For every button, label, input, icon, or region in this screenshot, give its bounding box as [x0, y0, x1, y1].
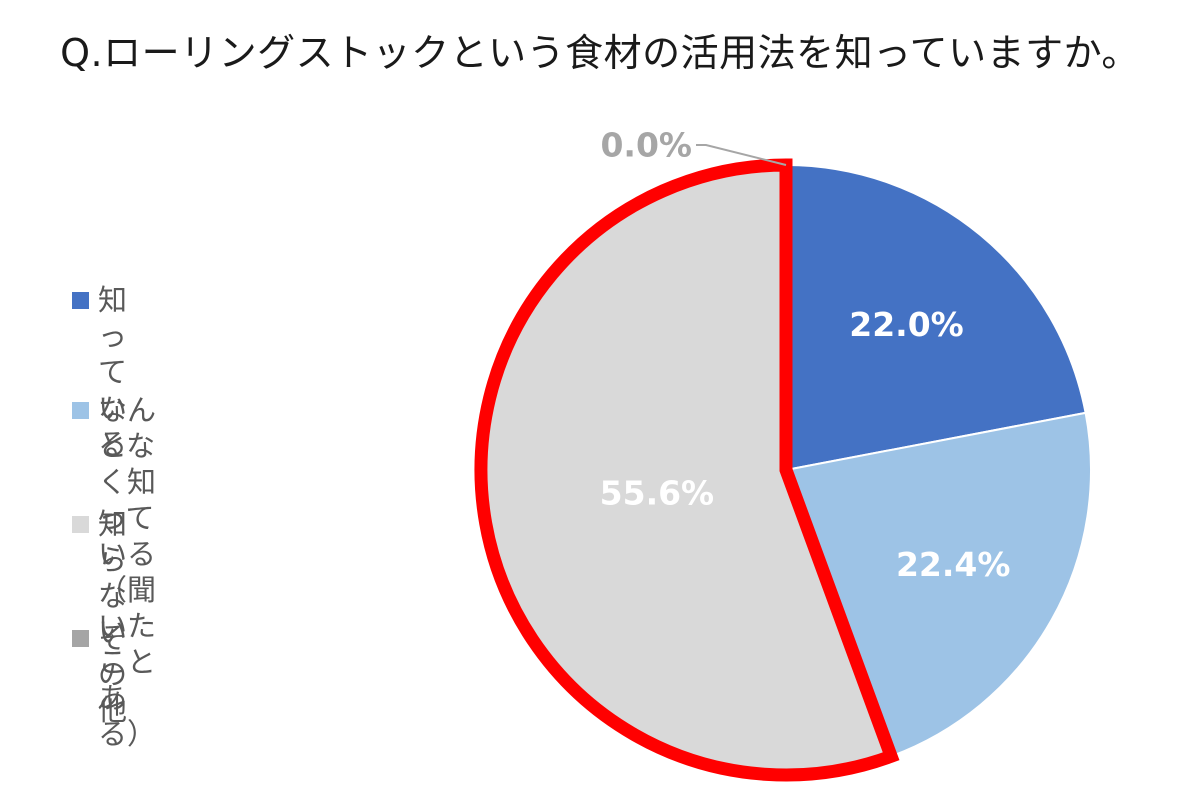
- legend-swatch: [72, 516, 89, 533]
- chart-title: Q.ローリングストックという食材の活用法を知っていますか。: [60, 31, 1140, 75]
- data-label-1: 22.0%: [849, 305, 964, 344]
- legend-swatch: [72, 630, 89, 647]
- legend-swatch: [72, 402, 89, 419]
- legend-item-2: なんとなく知っている （聞いたことある）: [72, 392, 156, 752]
- legend-swatch: [72, 292, 89, 309]
- leader-line: [696, 144, 787, 166]
- data-label-2: 22.4%: [896, 545, 1011, 584]
- highlight-outline-slice: [474, 158, 900, 782]
- highlight-outline: [474, 158, 900, 782]
- data-label-3: 55.6%: [600, 474, 715, 513]
- legend-item-4: その他: [72, 620, 127, 728]
- data-labels: 22.0% 22.4% 55.6% 0.0%: [600, 126, 1011, 585]
- legend-label: なんとなく知っている （聞いたことある）: [98, 393, 157, 751]
- leader-lines: [696, 144, 787, 166]
- data-label-4: 0.0%: [600, 126, 692, 165]
- legend-item-1: 知っている: [72, 282, 127, 462]
- legend-label: 知らない: [98, 507, 128, 649]
- legend-label: 知っている: [98, 283, 128, 461]
- legend-label: その他: [98, 621, 128, 727]
- legend-item-3: 知らない: [72, 506, 127, 650]
- pie-slice-1: [785, 163, 1087, 472]
